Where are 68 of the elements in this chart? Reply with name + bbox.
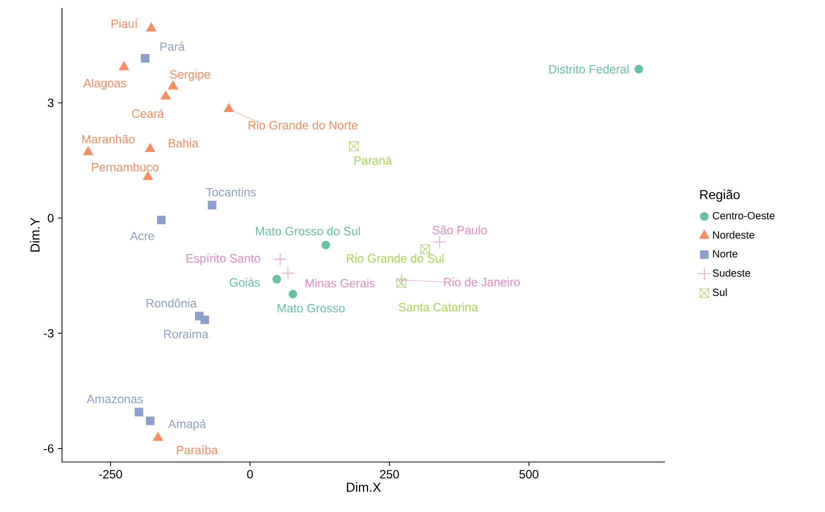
point [146,416,154,426]
data-label: São Paulo [432,226,487,234]
point [157,216,166,224]
data-label: Rio Grande do Sul [346,254,444,263]
point [168,80,178,90]
data-label: Amazonas [86,394,143,404]
point [282,266,294,280]
data-label: Tocantins [206,188,256,196]
data-label: Piauí [112,18,138,28]
data-label: Paraná [354,156,392,165]
data-label: Ceará [132,108,164,118]
point [396,278,406,288]
point [83,146,94,156]
point [348,141,359,152]
legend-title: Região [700,190,740,202]
data-label: Pará [160,42,185,51]
data-label: Sergipe [170,70,210,81]
legend-label: Norte [713,250,738,258]
y-tick-label: -6 [44,444,54,453]
data-label: Rio de Janeiro [444,278,520,286]
data-label: Rondônia [146,298,197,308]
legend-label: Sul [712,288,727,296]
data-label: Distrito Federal [549,64,628,74]
point [118,61,129,70]
x-tick-label: 0 [247,470,253,478]
point [322,240,330,250]
point [160,90,171,100]
legend-label: Sudeste [712,269,750,277]
data-label: Pernambuco [92,162,158,172]
y-tick-label: 3 [48,98,54,108]
point [420,244,430,254]
data-label: Acre [130,232,154,240]
point [395,274,408,286]
point [145,143,156,152]
data-label: Roraima [164,330,208,338]
point [208,200,216,210]
point [274,252,286,266]
data-label: Mato Grosso do Sul [256,226,360,236]
point [146,22,156,32]
y-axis-title: Dim.Y [30,218,40,252]
data-label: Paraíba [176,445,218,454]
point [288,290,298,298]
point [134,408,144,416]
data-label: Espírito Santo [186,254,260,265]
data-label: Mato Grosso [278,304,345,312]
x-tick-label: 250 [380,470,399,478]
data-label: Amapá [168,419,206,431]
y-tick-label: 0 [48,214,54,222]
x-axis-title: Dim.X [346,482,381,492]
data-label: Bahia [168,138,198,148]
data-label: Goiás [230,278,260,287]
data-label: Minas Gerais [306,278,375,288]
point [142,171,153,180]
point [140,54,150,63]
x-tick-label: 500 [519,470,538,478]
legend-label: Centro-Oeste [712,212,775,220]
data-label: Santa Catarina [398,302,478,312]
data-label: Alagoas [83,78,126,90]
y-tick-label: -3 [44,329,54,338]
point [200,316,210,324]
data-label: Maranhão [82,134,135,144]
point [433,236,446,248]
x-tick-label: -250 [99,470,122,478]
point [224,103,234,112]
point [634,64,644,74]
data-label: Rio Grande do Norte [248,120,358,130]
point [272,274,282,284]
legend-label: Nordeste [713,230,754,239]
